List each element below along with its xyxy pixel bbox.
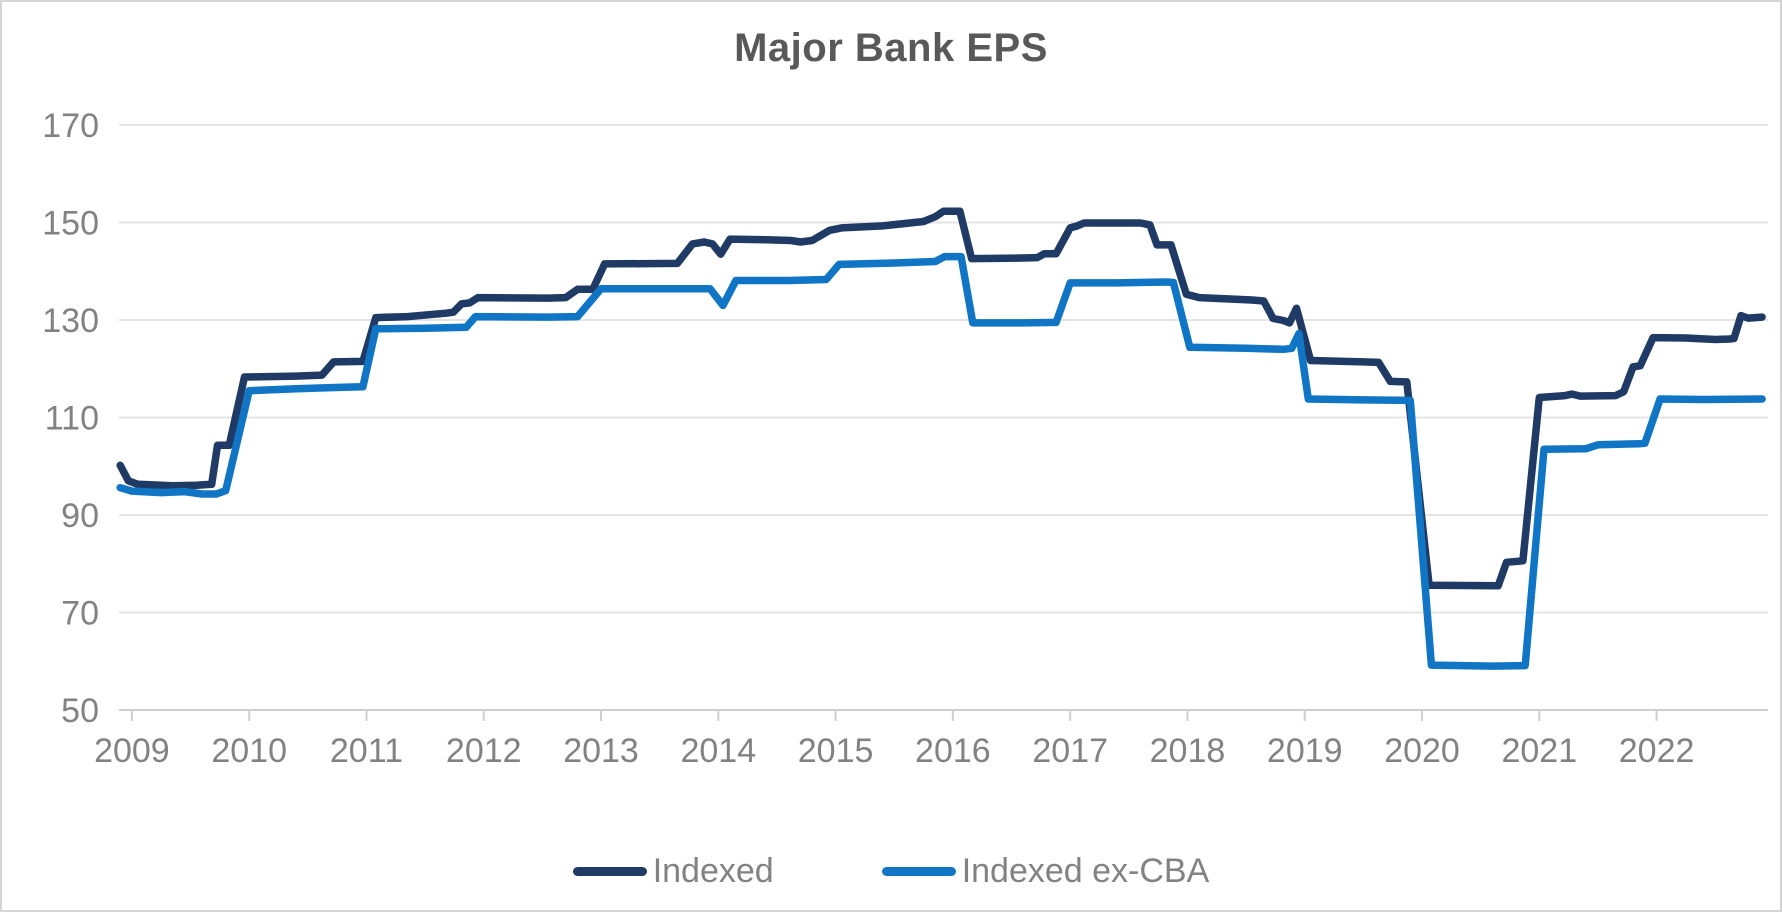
x-tick-label-2020: 2020 bbox=[1384, 732, 1460, 770]
legend-item-indexed: Indexed bbox=[572, 852, 774, 890]
chart-legend: Indexed Indexed ex-CBA bbox=[2, 854, 1780, 888]
legend-swatch-indexed bbox=[572, 866, 647, 876]
x-tick-label-2022: 2022 bbox=[1619, 732, 1695, 770]
x-tick-label-2018: 2018 bbox=[1150, 732, 1226, 770]
x-tick-label-2011: 2011 bbox=[330, 732, 403, 770]
y-tick-label-110: 110 bbox=[45, 400, 99, 438]
y-tick-label-150: 150 bbox=[42, 205, 99, 243]
x-tick-label-2019: 2019 bbox=[1267, 732, 1343, 770]
y-tick-label-50: 50 bbox=[61, 692, 99, 730]
x-tick-label-2010: 2010 bbox=[211, 732, 287, 770]
y-tick-label-170: 170 bbox=[42, 107, 99, 145]
x-tick-label-2016: 2016 bbox=[915, 732, 991, 770]
legend-label-indexed-ex-cba: Indexed ex-CBA bbox=[961, 852, 1210, 890]
x-tick-label-2017: 2017 bbox=[1032, 732, 1108, 770]
legend-item-indexed-ex-cba: Indexed ex-CBA bbox=[881, 852, 1210, 890]
x-tick-label-2009: 2009 bbox=[94, 732, 170, 770]
legend-label-indexed: Indexed bbox=[652, 852, 774, 890]
x-tick-label-2014: 2014 bbox=[680, 732, 756, 770]
chart-title: Major Bank EPS bbox=[734, 26, 1048, 70]
x-tick-label-2015: 2015 bbox=[798, 732, 874, 770]
x-tick-label-2021: 2021 bbox=[1501, 732, 1577, 770]
x-tick-label-2012: 2012 bbox=[446, 732, 522, 770]
x-tick-label-2013: 2013 bbox=[563, 732, 639, 770]
legend-swatch-indexed-ex-cba bbox=[881, 866, 956, 876]
y-tick-label-130: 130 bbox=[42, 302, 99, 340]
series-line-indexed-ex-cba bbox=[116, 252, 1766, 670]
series-line-indexed bbox=[116, 207, 1766, 590]
y-tick-label-70: 70 bbox=[61, 595, 99, 633]
y-tick-label-90: 90 bbox=[61, 497, 99, 535]
